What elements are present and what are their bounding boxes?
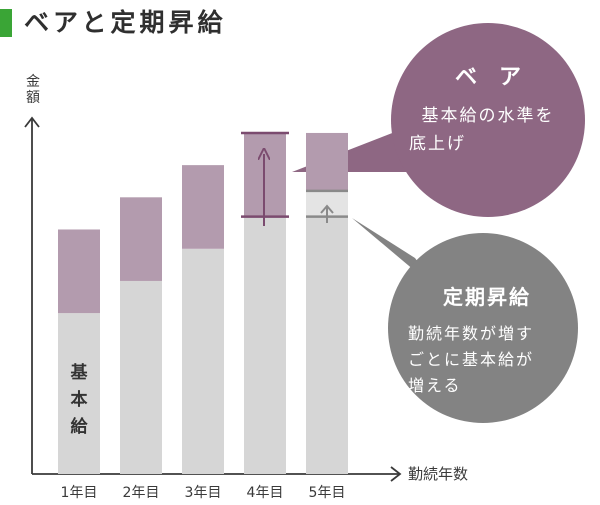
base-pay-bar xyxy=(306,216,348,474)
bea-callout-title: ベ ア xyxy=(455,65,521,90)
x-tick-label: 5年目 xyxy=(309,485,346,501)
x-tick-label: 4年目 xyxy=(247,485,284,501)
base-pay-bar xyxy=(244,216,286,474)
raise-bar xyxy=(182,165,224,249)
raise-bar xyxy=(120,197,162,281)
base-pay-label: 基 xyxy=(70,362,89,383)
teiki-arrow-head xyxy=(320,204,334,214)
x-tick-label: 2年目 xyxy=(123,485,160,501)
teiki-callout-title: 定期昇給 xyxy=(443,285,531,309)
bea-callout-line-1: 基本給の水準を xyxy=(422,106,555,126)
x-tick-label: 3年目 xyxy=(185,485,222,501)
base-pay-bar xyxy=(120,280,162,474)
base-pay-bar xyxy=(182,248,224,474)
teiki-callout-line-3: 増える xyxy=(408,376,462,395)
teiki-callout-line-2: ごとに基本給が xyxy=(408,350,534,369)
x-axis-label: 勤続年数 xyxy=(408,465,468,483)
y-axis-label: 金額 xyxy=(26,74,40,106)
bea-callout-bubble xyxy=(391,23,585,217)
page-title: ベアと定期昇給 xyxy=(24,8,227,37)
x-tick-label: 1年目 xyxy=(61,485,98,501)
y-axis-arrow-icon xyxy=(24,116,40,128)
teiki-callout-line-1: 勤続年数が増す xyxy=(408,324,534,343)
base-pay-bar xyxy=(58,313,100,474)
base-pay-label: 給 xyxy=(71,416,89,437)
base-pay-label: 本 xyxy=(71,389,88,410)
title-accent-bar xyxy=(0,9,12,37)
x-axis-arrow-icon xyxy=(390,466,402,482)
bea-callout-line-2: 底上げ xyxy=(409,134,466,154)
raise-bar xyxy=(58,229,100,314)
teiki-callout-bubble xyxy=(388,233,578,423)
